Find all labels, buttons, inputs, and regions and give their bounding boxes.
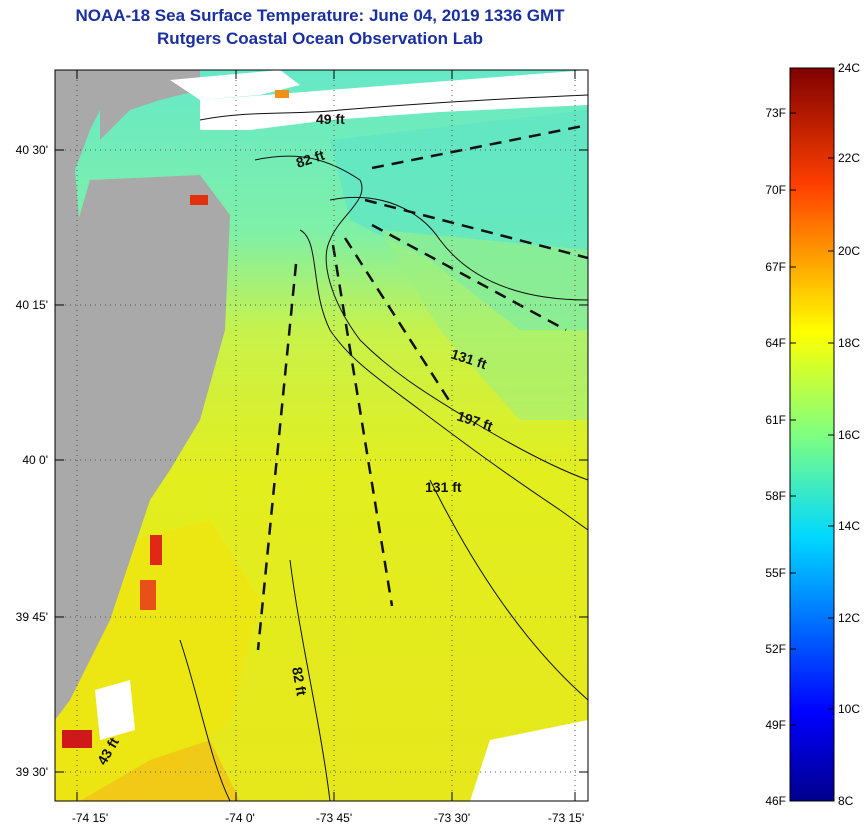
transition-water-patch <box>380 230 588 420</box>
depth-label-49ft: 49 ft <box>316 111 345 127</box>
colorbar-label-12c: 12C <box>838 611 860 625</box>
long-island-mask <box>200 70 588 130</box>
colorbar-ticks <box>790 112 834 726</box>
colorbar <box>789 67 835 802</box>
depth-contour-82ft <box>289 559 331 801</box>
depth-contour-canyon-north <box>254 155 588 481</box>
colorbar-label-8c: 8C <box>838 794 854 808</box>
lon-label-74-15: -74 15' <box>72 811 108 825</box>
colorbar-label-14c: 14C <box>838 519 860 533</box>
depth-contour-canyon-south <box>299 229 588 531</box>
transect-line-4 <box>343 237 454 406</box>
transect-line-3 <box>371 223 567 332</box>
hot-pixels-5 <box>275 90 289 98</box>
depth-label-131ft-south: 131 ft <box>425 479 462 495</box>
map-frame <box>54 69 589 802</box>
map-area: 49 ft 82 ft 131 ft 197 ft 131 ft 82 ft 4… <box>55 70 588 801</box>
lat-label-39-30: 39 30' <box>16 765 48 779</box>
cloud-mask-north <box>170 70 300 100</box>
hot-pixels-4 <box>190 195 208 205</box>
colorbar-label-16c: 16C <box>838 428 860 442</box>
depth-contour-131ft <box>429 479 588 701</box>
coastal-land <box>55 175 230 720</box>
lon-label-73-30: -73 30' <box>434 811 470 825</box>
depth-contour-shelf <box>329 196 588 301</box>
cloud-mask-bay <box>95 680 135 740</box>
transect-line-5 <box>331 244 394 607</box>
colorbar-label-49f: 49F <box>765 718 786 732</box>
raritan-bay-land <box>100 70 200 140</box>
depth-contour-43ft <box>179 639 231 801</box>
colorbar-label-67f: 67F <box>765 260 786 274</box>
colorbar-label-61f: 61F <box>765 413 786 427</box>
depth-contour-49ft <box>199 94 588 121</box>
lat-label-40-15: 40 15' <box>16 298 48 312</box>
colorbar-label-10c: 10C <box>838 702 860 716</box>
transect-line-1 <box>371 123 588 170</box>
lat-label-40-30: 40 30' <box>16 143 48 157</box>
colorbar-label-18c: 18C <box>838 336 860 350</box>
lon-label-73-45: -73 45' <box>316 811 352 825</box>
hot-pixels-3 <box>62 730 92 748</box>
colorbar-label-70f: 70F <box>765 183 786 197</box>
colorbar-label-22c: 22C <box>838 151 860 165</box>
map-title: NOAA-18 Sea Surface Temperature: June 04… <box>75 6 565 25</box>
lat-label-40-0: 40 0' <box>22 453 48 467</box>
hot-pixels-2 <box>140 580 156 610</box>
cloud-mask-southeast <box>470 720 588 801</box>
transect-line-6 <box>256 263 298 651</box>
colorbar-label-52f: 52F <box>765 642 786 656</box>
frame-ticks <box>55 70 588 801</box>
colorbar-label-73f: 73F <box>765 106 786 120</box>
colorbar-label-64f: 64F <box>765 336 786 350</box>
colorbar-label-20c: 20C <box>838 244 860 258</box>
dashed-transects <box>256 123 588 651</box>
hot-pixels-1 <box>150 535 162 565</box>
lon-label-73-15: -73 15' <box>548 811 584 825</box>
colorbar-label-24c: 24C <box>838 61 860 75</box>
warmest-water <box>80 740 240 801</box>
colorbar-label-58f: 58F <box>765 489 786 503</box>
depth-label-82ft-south: 82 ft <box>289 666 310 697</box>
graticule <box>55 70 588 801</box>
colorbar-label-46f: 46F <box>765 794 786 808</box>
map-subtitle: Rutgers Coastal Ocean Observation Lab <box>157 29 483 48</box>
lon-label-74-0: -74 0' <box>225 811 255 825</box>
colorbar-label-55f: 55F <box>765 566 786 580</box>
lat-label-39-45: 39 45' <box>16 610 48 624</box>
